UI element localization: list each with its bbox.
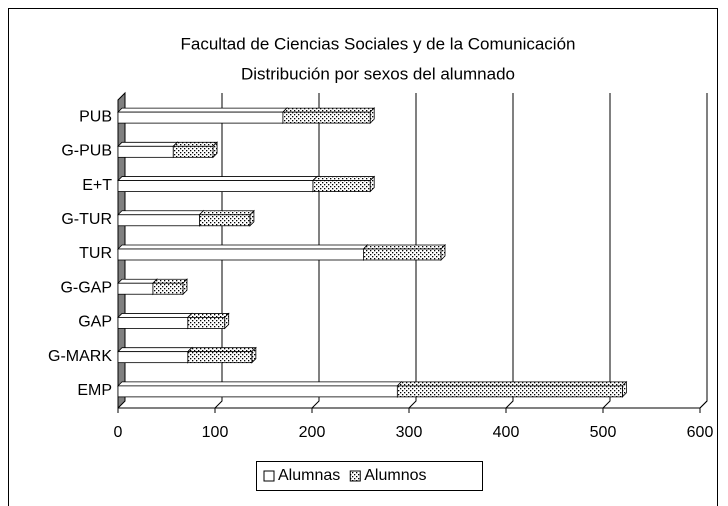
bar <box>187 351 253 364</box>
grid-line <box>699 93 708 409</box>
y-tick-label: GAP <box>78 314 112 331</box>
bar-top <box>117 107 288 113</box>
bar <box>187 317 226 329</box>
x-tick-label: 500 <box>590 424 617 441</box>
bar-top <box>117 313 193 318</box>
bar-top <box>117 244 369 250</box>
bar <box>199 214 251 227</box>
bar-top <box>186 313 230 318</box>
bar-top <box>172 141 219 147</box>
bar <box>282 111 371 124</box>
bar <box>117 385 398 398</box>
legend-label: Alumnas <box>278 467 340 484</box>
bar <box>117 351 189 364</box>
bar-top <box>117 381 403 387</box>
grid-line <box>311 93 320 409</box>
bar <box>312 180 371 192</box>
bar-top <box>396 381 628 387</box>
x-tick-label: 600 <box>687 424 714 441</box>
bar-top <box>117 347 193 353</box>
bar-top <box>117 176 318 181</box>
bar-top <box>117 278 158 284</box>
bar <box>172 145 214 158</box>
grid-line <box>408 93 417 409</box>
bar <box>396 385 623 398</box>
bar-top <box>186 347 257 353</box>
bar <box>117 145 174 158</box>
bar <box>117 180 314 192</box>
bar-top <box>117 210 205 216</box>
bar-top <box>198 210 255 216</box>
bar-top <box>312 176 376 181</box>
y-tick-label: G-TUR <box>61 211 112 228</box>
bar-top <box>117 141 179 147</box>
y-tick-label: E+T <box>82 177 112 194</box>
bar <box>152 282 184 295</box>
chart-title: Facultad de Ciencias Sociales y de la Co… <box>181 34 576 53</box>
y-tick-label: G-GAP <box>60 279 112 296</box>
x-tick-label: 200 <box>299 424 326 441</box>
y-tick-label: TUR <box>79 245 112 262</box>
x-tick-label: 100 <box>202 424 229 441</box>
legend-box <box>256 461 483 491</box>
x-tick-label: 400 <box>493 424 520 441</box>
bar-top <box>151 278 188 284</box>
bar <box>117 317 189 329</box>
grid-line <box>505 93 514 409</box>
y-tick-label: EMP <box>77 382 112 399</box>
legend-swatch <box>349 470 361 482</box>
bar-top <box>281 107 376 113</box>
bar <box>363 248 442 261</box>
bar <box>117 282 154 295</box>
legend-swatch <box>263 470 275 482</box>
bar <box>117 248 364 261</box>
legend-label: Alumnos <box>364 467 426 484</box>
chart-subtitle: Distribución por sexos del alumnado <box>241 64 515 83</box>
y-tick-label: G-PUB <box>61 143 112 160</box>
y-tick-label: PUB <box>79 108 112 125</box>
y-tick-label: G-MARK <box>48 348 112 365</box>
grid-line <box>214 93 223 409</box>
bar <box>117 214 200 227</box>
bar-top <box>362 244 446 250</box>
bar <box>117 111 284 124</box>
grid-line <box>602 93 611 409</box>
x-tick-label: 0 <box>114 424 123 441</box>
x-tick-label: 300 <box>396 424 423 441</box>
chart-frame <box>8 8 718 506</box>
